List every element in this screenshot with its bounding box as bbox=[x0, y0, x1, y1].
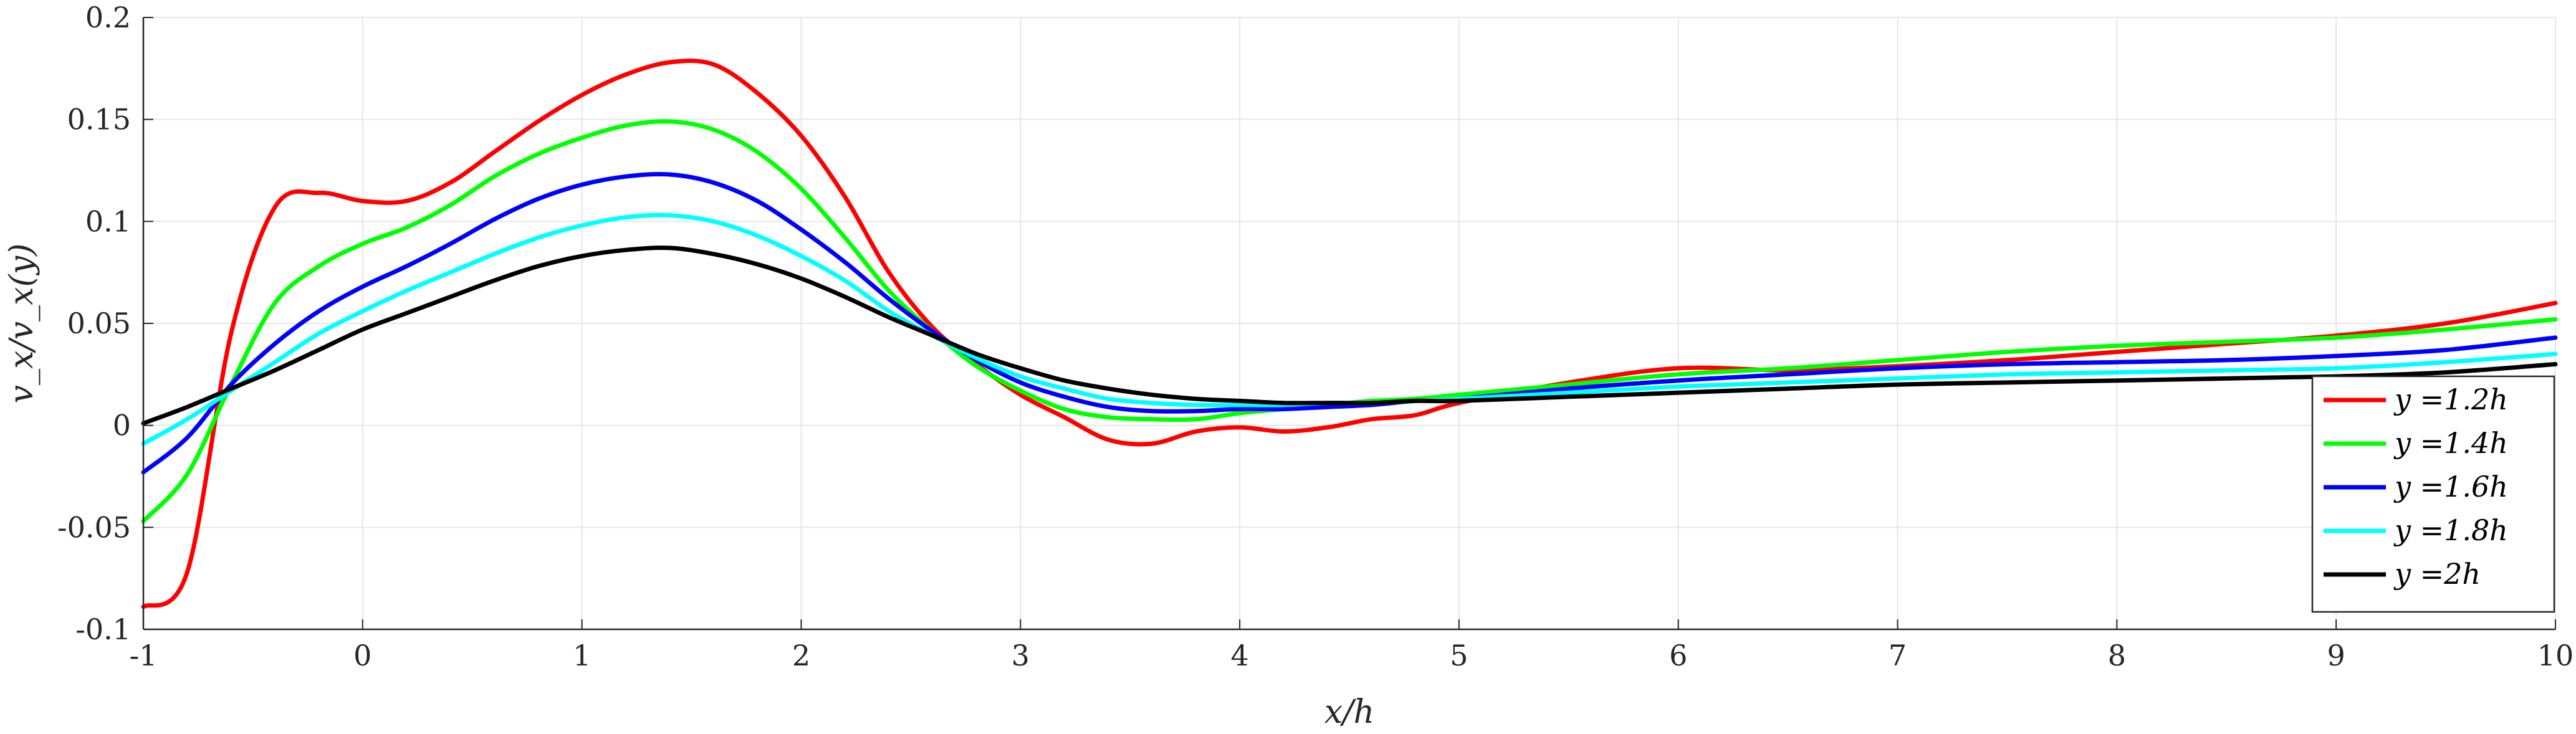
y-tick-label: -0.1 bbox=[75, 612, 131, 646]
x-tick-label: 5 bbox=[1450, 639, 1468, 672]
x-tick-label: -1 bbox=[130, 639, 158, 672]
x-tick-label: 10 bbox=[2537, 639, 2574, 672]
x-tick-label: 7 bbox=[1889, 639, 1907, 672]
x-axis-ticks: -1 0 1 2 3 4 5 6 7 8 9 10 bbox=[130, 639, 2574, 672]
x-axis-label: x/h bbox=[1324, 693, 1374, 731]
x-tick-label: 9 bbox=[2327, 639, 2345, 672]
y-tick-label: -0.05 bbox=[57, 510, 131, 544]
series-line-4 bbox=[141, 212, 2558, 446]
series-lines bbox=[141, 59, 2558, 609]
x-tick-label: 2 bbox=[792, 639, 810, 672]
y-tick-label: 0.1 bbox=[85, 204, 131, 238]
y-tick-label: 0.2 bbox=[85, 1, 131, 34]
legend-entry: y =1.8h bbox=[2393, 513, 2508, 547]
y-axis-label: v_x/v_x(y) bbox=[3, 244, 41, 404]
y-tick-label: 0.05 bbox=[67, 307, 131, 340]
legend-entry: y =1.2h bbox=[2393, 383, 2508, 416]
x-tick-label: 6 bbox=[1669, 639, 1687, 672]
legend-entry: y =2h bbox=[2393, 557, 2481, 591]
x-tick-label: 0 bbox=[353, 639, 371, 672]
legend: y =1.2h y =1.4h y =1.6h y =1.8h y =2h bbox=[2311, 375, 2555, 613]
x-tick-label: 3 bbox=[1012, 639, 1030, 672]
y-axis-ticks: -0.1 -0.05 0 0.05 0.1 0.15 0.2 bbox=[57, 1, 131, 646]
x-tick-label: 1 bbox=[573, 639, 591, 672]
series-line-2 bbox=[141, 119, 2558, 523]
axes bbox=[142, 17, 2556, 631]
legend-entry: y =1.4h bbox=[2393, 426, 2508, 460]
x-tick-label: 4 bbox=[1230, 639, 1248, 672]
y-tick-label: 0.15 bbox=[67, 103, 131, 136]
series-line-5 bbox=[141, 245, 2558, 426]
series-line-3 bbox=[141, 171, 2558, 475]
y-tick-label: 0 bbox=[113, 409, 131, 442]
x-tick-label: 8 bbox=[2108, 639, 2126, 672]
legend-entry: y =1.6h bbox=[2393, 470, 2508, 503]
series-line-1 bbox=[141, 59, 2558, 609]
